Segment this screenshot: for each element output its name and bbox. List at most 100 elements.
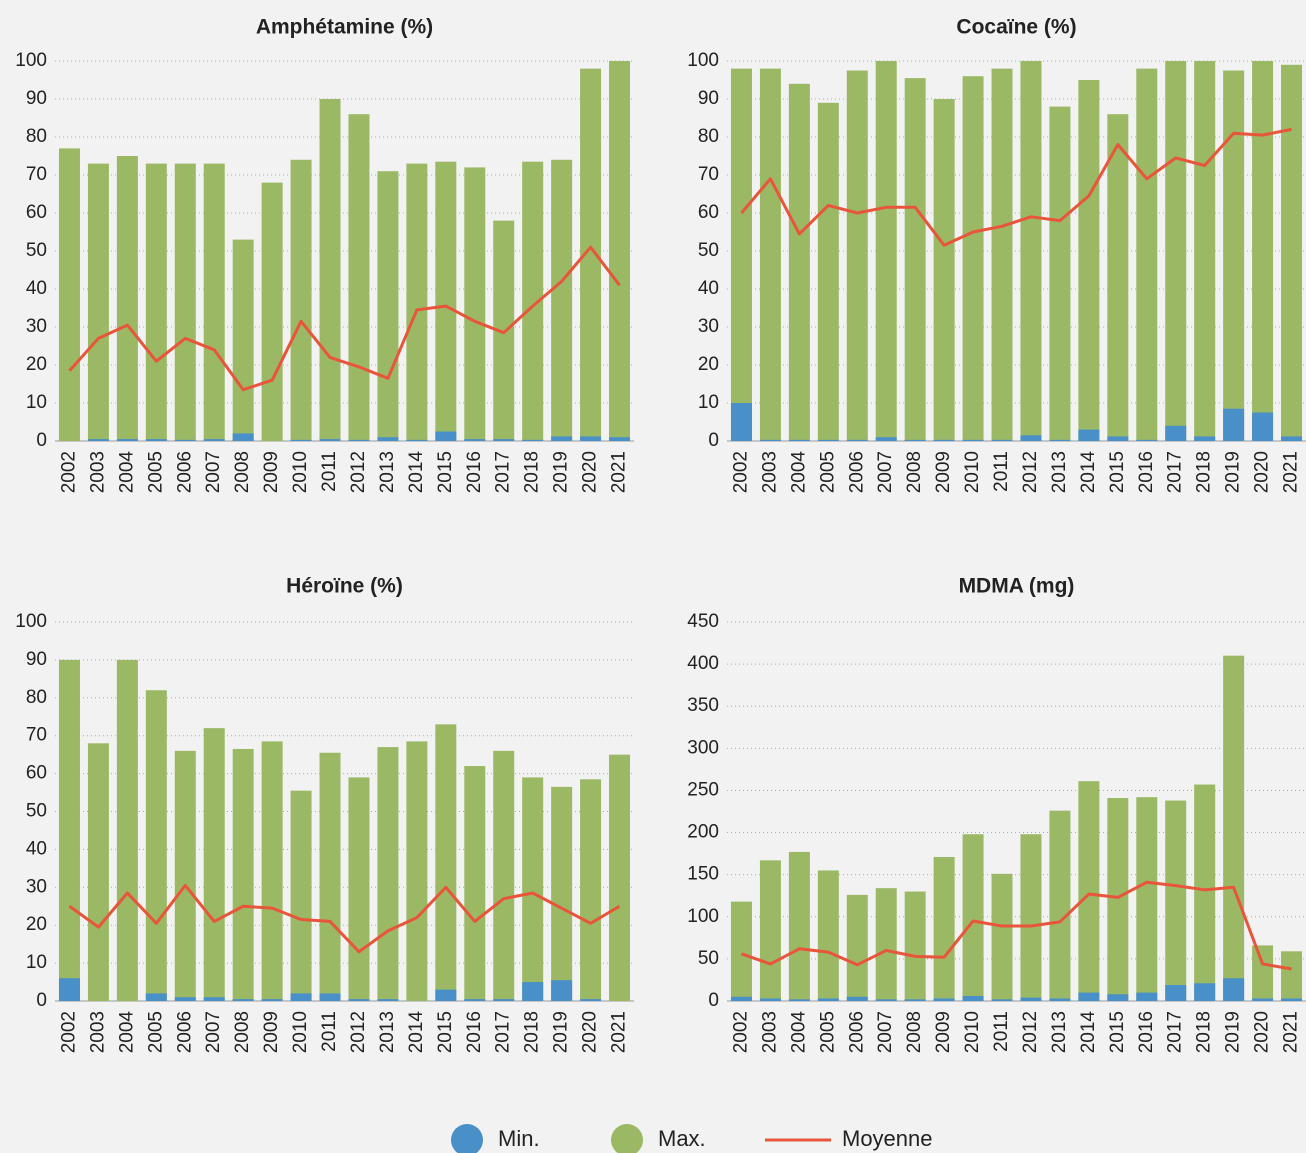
bar: [1049, 106, 1071, 441]
x-tick-label: 2012: [348, 451, 369, 493]
legend-label: Moyenne: [842, 1126, 933, 1151]
x-tick-label: 2018: [1194, 1011, 1215, 1053]
y-tick-label: 450: [687, 611, 719, 632]
bar: [319, 99, 341, 441]
bar: [933, 99, 955, 441]
x-tick-label: 2010: [290, 1011, 311, 1053]
bar: [991, 873, 1013, 1001]
x-tick-label: 2015: [1107, 1011, 1128, 1053]
x-tick-label: 2008: [232, 1011, 253, 1053]
bar: [1020, 435, 1042, 441]
y-tick-label: 40: [26, 838, 47, 859]
bar: [348, 999, 370, 1001]
y-tick-label: 70: [698, 164, 719, 185]
bar: [875, 61, 897, 441]
x-tick-label: 2019: [551, 451, 572, 493]
y-tick-label: 200: [687, 822, 719, 843]
x-tick-label: 2009: [261, 1011, 282, 1053]
bar: [377, 747, 399, 1001]
bar: [1107, 798, 1129, 1001]
x-tick-label: 2005: [145, 451, 166, 493]
x-tick-label: 2009: [261, 451, 282, 493]
x-tick-label: 2009: [933, 1011, 954, 1053]
x-tick-label: 2003: [87, 451, 108, 493]
bar: [493, 439, 515, 441]
bar: [788, 439, 810, 441]
x-tick-label: 2006: [846, 451, 867, 493]
x-tick-label: 2017: [493, 1011, 514, 1053]
bar: [759, 68, 781, 441]
x-tick-label: 2018: [1194, 451, 1215, 493]
y-tick-label: 30: [698, 316, 719, 337]
bar: [435, 724, 457, 1001]
bar: [1252, 412, 1274, 441]
bar: [1020, 997, 1042, 1001]
bar: [377, 171, 399, 441]
x-tick-label: 2010: [290, 451, 311, 493]
x-tick-label: 2004: [788, 1011, 809, 1054]
x-tick-label: 2019: [1223, 1011, 1244, 1053]
y-tick-label: 90: [698, 88, 719, 109]
chart-title: Cocaïne (%): [956, 16, 1076, 39]
bar: [203, 728, 225, 1001]
x-tick-label: 2003: [759, 451, 780, 493]
y-tick-label: 90: [26, 88, 47, 109]
x-tick-label: 2006: [174, 1011, 195, 1053]
y-tick-label: 50: [698, 240, 719, 261]
bar: [522, 982, 544, 1001]
x-tick-label: 2007: [875, 1011, 896, 1053]
bar: [116, 439, 138, 441]
x-tick-label: 2017: [1165, 451, 1186, 493]
bar: [846, 996, 868, 1001]
bar: [348, 439, 370, 441]
bar: [1252, 945, 1274, 1001]
x-tick-label: 2007: [203, 1011, 224, 1053]
bar: [846, 894, 868, 1001]
bar: [522, 777, 544, 1001]
bar: [116, 156, 138, 441]
x-tick-label: 2002: [730, 451, 751, 493]
y-tick-label: 10: [698, 392, 719, 413]
bar: [933, 439, 955, 441]
bar: [991, 68, 1013, 441]
x-tick-label: 2011: [991, 1011, 1012, 1052]
bar: [904, 439, 926, 441]
bar: [580, 436, 602, 441]
bar: [1281, 64, 1303, 442]
x-tick-label: 2014: [1078, 1011, 1099, 1054]
bar: [145, 690, 167, 1001]
x-tick-label: 2015: [435, 451, 456, 493]
bar: [174, 163, 196, 441]
bar: [1078, 781, 1100, 1001]
y-tick-label: 40: [26, 278, 47, 299]
bar: [1165, 800, 1187, 1001]
bar: [232, 433, 254, 441]
bar: [759, 998, 781, 1001]
y-tick-label: 20: [26, 354, 47, 375]
x-tick-label: 2014: [406, 1011, 427, 1054]
y-tick-label: 60: [698, 202, 719, 223]
x-tick-label: 2018: [522, 451, 543, 493]
bar: [319, 752, 341, 1001]
y-tick-label: 10: [26, 392, 47, 413]
x-tick-label: 2016: [464, 451, 485, 493]
bar: [1165, 425, 1187, 441]
bar: [493, 750, 515, 1001]
bar: [1194, 436, 1216, 441]
bar: [174, 439, 196, 441]
x-tick-label: 2004: [788, 451, 809, 494]
bar: [904, 999, 926, 1001]
bar: [1165, 984, 1187, 1001]
bar: [1049, 998, 1071, 1001]
x-tick-label: 2010: [962, 1011, 983, 1053]
bar: [1049, 439, 1071, 441]
y-tick-label: 100: [15, 50, 47, 71]
y-tick-label: 300: [687, 737, 719, 758]
bar: [232, 999, 254, 1001]
x-tick-label: 2021: [609, 451, 630, 493]
bar: [580, 779, 602, 1001]
mean-line: [68, 245, 621, 392]
bar: [1252, 998, 1274, 1001]
bar: [261, 741, 283, 1001]
x-tick-label: 2013: [1049, 451, 1070, 493]
